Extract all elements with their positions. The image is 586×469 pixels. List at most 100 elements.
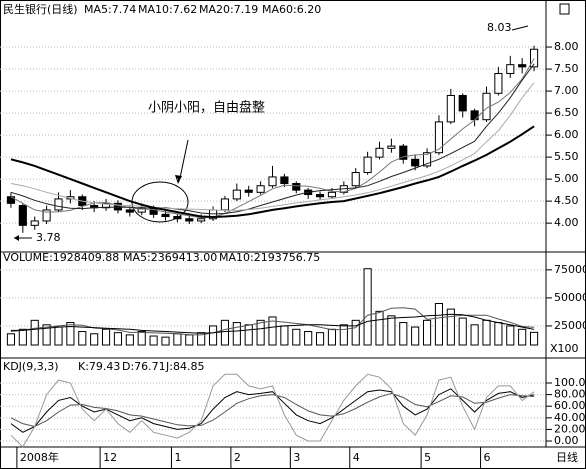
candle-body	[113, 202, 123, 211]
candle-body	[197, 218, 206, 222]
candle-body	[494, 72, 503, 94]
volume-bar	[18, 328, 27, 346]
volume-bar	[339, 324, 348, 346]
arrowhead	[175, 175, 182, 184]
legend-entry: J:84.85	[165, 360, 204, 373]
series-line	[10, 125, 535, 219]
volume-bar	[113, 332, 123, 346]
y-tick-label: 50000	[554, 291, 586, 304]
series-line	[10, 313, 535, 334]
volume-bar	[244, 324, 253, 346]
volume-bar	[78, 331, 87, 346]
volume-bar	[208, 325, 218, 346]
volume-bar	[101, 328, 111, 346]
legend-entry: MA5:2369413.00	[123, 251, 217, 264]
y-tick-label: 100.00	[554, 376, 586, 389]
candle-body	[268, 176, 277, 187]
candle-body	[411, 158, 420, 167]
volume-bar	[149, 335, 158, 346]
legend-entry: MA10:7.62	[138, 3, 197, 16]
candle-body	[244, 189, 253, 193]
period-label: 日线	[556, 450, 578, 464]
panel-title: VOLUME:1928409.88	[3, 251, 119, 264]
x-tick-label: 2	[234, 451, 241, 464]
annotation-arrow	[511, 25, 529, 31]
volume-bar	[256, 319, 265, 346]
volume-bar	[42, 324, 51, 346]
volume-bar	[137, 331, 146, 346]
y-tick-label: 75000	[554, 263, 586, 276]
volume-bar	[422, 319, 432, 346]
volume-bar	[351, 319, 360, 346]
candle-body	[506, 64, 515, 74]
y-tick-label: 6.00	[554, 128, 579, 141]
legend-entry: K:79.43	[78, 360, 120, 373]
volume-bar	[327, 328, 337, 346]
x-tick-label: 12	[103, 451, 117, 464]
unit-label: X100	[550, 342, 579, 355]
series-line	[10, 373, 535, 448]
x-tick-label: 3	[293, 451, 300, 464]
volume-bar	[161, 336, 170, 346]
series-line	[10, 63, 535, 215]
candle-body	[42, 209, 51, 222]
volume-bar	[470, 324, 479, 346]
y-tick-label: 6.50	[554, 106, 579, 119]
volume-bar	[185, 334, 194, 346]
volume-bar	[506, 325, 515, 346]
volume-bar	[315, 332, 325, 346]
series-line	[10, 392, 535, 428]
candle-body	[529, 48, 539, 68]
candle-body	[18, 205, 27, 226]
candle-body	[30, 220, 39, 226]
annotation-arrow	[179, 139, 189, 179]
window-icon[interactable]	[559, 3, 570, 15]
y-tick-label: 4.50	[554, 194, 579, 207]
candle-body	[327, 191, 337, 198]
candle-body	[280, 176, 289, 185]
series-line	[10, 58, 535, 219]
volume-bar	[458, 317, 467, 346]
candle-body	[256, 185, 265, 193]
volume-bar	[529, 331, 539, 346]
volume-bar	[363, 268, 372, 346]
volume-bar	[411, 326, 420, 346]
candle-body	[185, 218, 194, 222]
candle-body	[446, 94, 455, 123]
volume-bar	[125, 334, 134, 346]
volume-bar	[54, 326, 63, 346]
volume-bar	[197, 332, 206, 346]
volume-bar	[434, 303, 444, 346]
candle-body	[292, 183, 301, 191]
volume-bar	[220, 319, 230, 346]
volume-bar	[387, 315, 396, 346]
y-tick-label: 20.00	[554, 422, 586, 435]
volume-bar	[304, 331, 313, 346]
annotation: 3.78	[36, 231, 61, 244]
y-tick-label: 7.50	[554, 62, 579, 75]
arrowhead	[14, 235, 19, 241]
candle-body	[315, 194, 325, 198]
volume-bar	[268, 316, 277, 346]
candle-body	[220, 198, 230, 211]
x-tick-label: 5	[424, 451, 431, 464]
candle-body	[173, 216, 182, 220]
x-tick-label: 1	[174, 451, 181, 464]
volume-bar	[30, 319, 39, 346]
candle-body	[387, 145, 396, 149]
y-tick-label: 40.00	[554, 411, 586, 424]
legend-entry: D:76.71	[122, 360, 166, 373]
legend-entry: MA20:7.19	[199, 3, 258, 16]
x-tick-label: 6	[484, 451, 491, 464]
candle-body	[458, 94, 467, 112]
candle-body	[54, 198, 63, 211]
candle-body	[351, 172, 360, 187]
y-tick-label: 7.00	[554, 84, 579, 97]
legend-entry: MA60:6.20	[262, 3, 321, 16]
candle-body	[399, 145, 408, 160]
series-line	[10, 82, 535, 211]
series-line	[10, 388, 535, 433]
volume-bar	[280, 325, 289, 346]
y-tick-label: 0.00	[554, 434, 579, 447]
